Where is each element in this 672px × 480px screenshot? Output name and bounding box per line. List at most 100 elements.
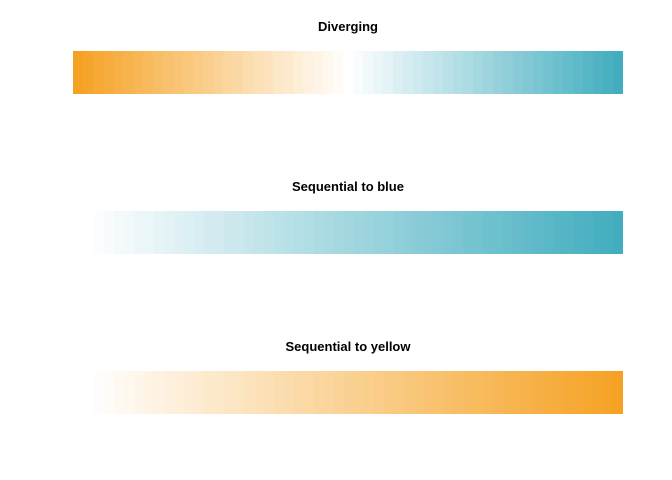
color-swatch [333, 371, 344, 414]
palette-title-diverging: Diverging [318, 19, 378, 34]
color-swatch [403, 51, 413, 94]
color-swatch [233, 211, 244, 254]
color-swatch [183, 51, 193, 94]
color-swatch [533, 211, 544, 254]
color-swatch [243, 51, 253, 94]
color-swatch [173, 51, 183, 94]
color-swatch [353, 51, 363, 94]
color-swatch [383, 211, 394, 254]
color-swatch [363, 371, 374, 414]
color-swatch [183, 371, 194, 414]
color-swatch [403, 371, 414, 414]
color-swatch [563, 371, 574, 414]
color-swatch [253, 51, 263, 94]
color-swatch [84, 211, 94, 254]
color-swatch [533, 371, 544, 414]
color-swatch [373, 371, 384, 414]
color-swatch [503, 51, 513, 94]
color-swatch [323, 51, 333, 94]
color-swatch [303, 371, 314, 414]
color-swatch [133, 211, 144, 254]
color-swatch [543, 211, 554, 254]
color-swatch [283, 211, 294, 254]
color-swatch [163, 51, 173, 94]
color-swatch [113, 371, 124, 414]
color-swatch [613, 211, 624, 254]
color-swatch [263, 51, 273, 94]
color-swatch [433, 211, 444, 254]
color-swatch [413, 371, 424, 414]
color-swatch [283, 51, 293, 94]
color-swatch [613, 51, 623, 94]
diverging-color-strip [73, 51, 623, 94]
color-swatch [84, 371, 94, 414]
color-swatch [423, 371, 434, 414]
color-swatch [563, 51, 573, 94]
palette-sequential-yellow: Sequential to yellow [0, 320, 672, 480]
color-swatch [253, 211, 264, 254]
color-swatch [403, 211, 414, 254]
color-swatch [433, 371, 444, 414]
color-swatch [103, 371, 114, 414]
color-swatch [343, 211, 354, 254]
color-swatch [523, 371, 534, 414]
color-swatch [163, 371, 174, 414]
color-swatch [453, 51, 463, 94]
color-swatch [123, 51, 133, 94]
palette-title-sequential-yellow: Sequential to yellow [285, 339, 411, 354]
color-swatch [273, 211, 284, 254]
color-swatch [153, 211, 164, 254]
color-swatch [373, 51, 383, 94]
color-swatch [523, 211, 534, 254]
color-swatch [263, 211, 274, 254]
color-swatch [143, 211, 154, 254]
color-swatch [113, 51, 123, 94]
color-swatch [613, 371, 624, 414]
color-swatch [393, 51, 403, 94]
color-swatch [323, 371, 334, 414]
color-swatch [333, 211, 344, 254]
color-swatch [93, 371, 104, 414]
color-swatch [453, 371, 464, 414]
color-swatch [313, 371, 324, 414]
color-swatch [73, 51, 83, 94]
color-swatch [313, 51, 323, 94]
color-swatch [103, 51, 113, 94]
color-swatch [273, 371, 284, 414]
color-swatch [353, 211, 364, 254]
color-swatch [563, 211, 574, 254]
color-swatch [553, 51, 563, 94]
color-swatch [233, 371, 244, 414]
color-swatch [523, 51, 533, 94]
color-swatch [353, 371, 364, 414]
color-swatch [123, 211, 134, 254]
color-swatch [223, 211, 234, 254]
color-swatch [203, 211, 214, 254]
color-swatch [113, 211, 124, 254]
color-swatch [93, 51, 103, 94]
color-swatch [223, 371, 234, 414]
color-swatch [423, 51, 433, 94]
color-swatch [293, 371, 304, 414]
color-swatch [603, 51, 613, 94]
color-swatch [483, 211, 494, 254]
color-swatch [273, 51, 283, 94]
color-swatch [193, 211, 204, 254]
color-swatch [303, 51, 313, 94]
color-swatch [443, 51, 453, 94]
color-swatch [193, 51, 203, 94]
color-swatch [483, 371, 494, 414]
color-swatch [363, 211, 374, 254]
color-swatch [493, 371, 504, 414]
palette-diverging: Diverging [0, 0, 672, 160]
color-swatch [213, 211, 224, 254]
color-swatch [493, 51, 503, 94]
color-swatch [373, 211, 384, 254]
color-swatch [413, 211, 424, 254]
color-swatch [443, 211, 454, 254]
color-swatch [83, 51, 93, 94]
color-swatch [203, 51, 213, 94]
color-swatch [453, 211, 464, 254]
color-swatch [513, 211, 524, 254]
color-swatch [393, 371, 404, 414]
